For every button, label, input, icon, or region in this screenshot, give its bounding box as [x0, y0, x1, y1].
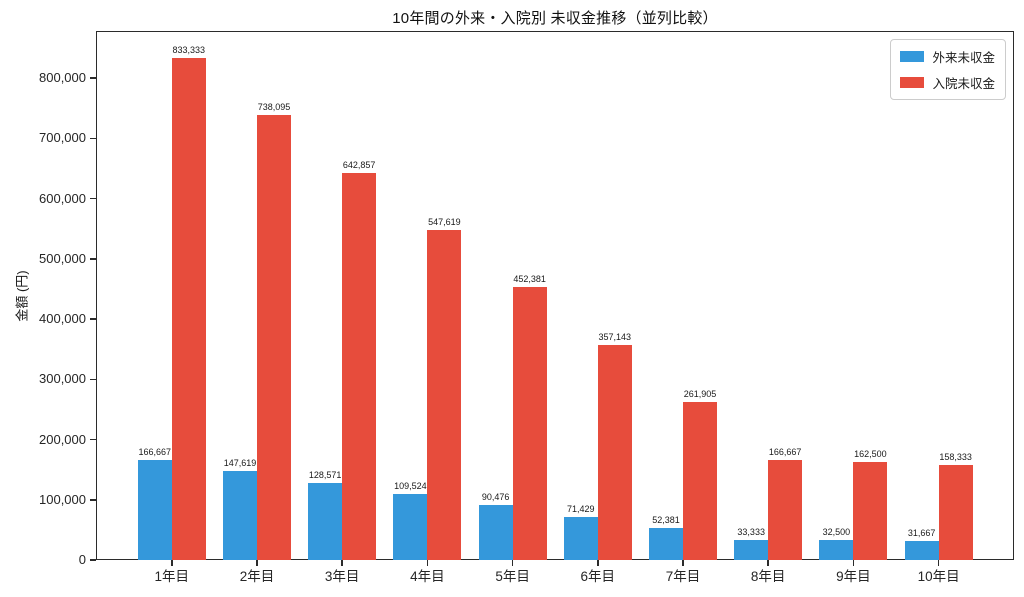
bar-value-label: 642,857 [342, 159, 376, 170]
x-tick-label: 4年目 [410, 569, 445, 584]
bar-value-label: 357,143 [598, 331, 632, 342]
y-tick-label: 0 [78, 552, 86, 567]
bar-inpatient [512, 287, 547, 560]
y-tick-label: 100,000 [39, 491, 86, 507]
x-tick-label: 6年目 [580, 569, 616, 584]
bar-outpatient [478, 505, 513, 560]
bar-inpatient [427, 230, 462, 560]
legend-item-inpatient: 入院未収金 [900, 73, 995, 92]
y-tick-label: 500,000 [39, 250, 86, 266]
x-tick-label: 10年目 [917, 569, 960, 584]
x-tick-mark [426, 560, 429, 566]
legend-swatch-inpatient [900, 77, 925, 88]
bar-outpatient [137, 459, 172, 560]
x-tick-label: 3年目 [324, 569, 360, 584]
y-tick-label: 600,000 [39, 190, 86, 206]
bar-outpatient [223, 471, 257, 560]
bar-outpatient [308, 482, 343, 560]
y-tick-label: 400,000 [39, 311, 86, 326]
x-tick-mark [852, 560, 855, 566]
bar-outpatient [819, 540, 854, 560]
x-tick-label: 9年目 [836, 569, 871, 584]
bar-outpatient [649, 528, 683, 560]
bar-value-label: 833,333 [172, 44, 206, 55]
bar-value-label: 738,095 [257, 102, 291, 113]
bar-inpatient [257, 115, 291, 560]
bar-inpatient [597, 344, 632, 560]
y-tick-mark [90, 77, 96, 79]
bar-value-label: 166,667 [768, 446, 802, 457]
bar-value-label: 261,905 [683, 389, 717, 400]
bar-value-label: 158,333 [939, 451, 972, 462]
bar-value-label: 128,571 [308, 469, 342, 480]
bar-value-label: 90,476 [481, 492, 510, 503]
y-tick-mark [90, 438, 96, 441]
y-tick-mark [90, 378, 96, 380]
x-tick-mark [256, 560, 258, 566]
y-tick-label: 800,000 [39, 70, 86, 85]
x-tick-mark [937, 560, 940, 566]
x-tick-mark [682, 560, 684, 566]
bar-value-label: 52,381 [652, 515, 680, 526]
legend-label-outpatient: 外来未収金 [932, 51, 995, 65]
y-tick-mark [90, 559, 96, 561]
y-tick-mark [90, 137, 96, 139]
y-tick-label: 200,000 [39, 431, 86, 447]
x-tick-mark [767, 560, 769, 566]
bar-value-label: 147,619 [223, 458, 257, 469]
bar-outpatient [563, 516, 598, 560]
bar-value-label: 32,500 [822, 527, 851, 538]
legend-item-outpatient: 外来未収金 [900, 47, 995, 66]
bar-value-label: 162,500 [854, 449, 887, 460]
x-tick-mark [171, 560, 173, 566]
bar-value-label: 452,381 [513, 274, 546, 285]
x-tick-label: 5年目 [495, 569, 530, 584]
y-tick-mark [90, 258, 96, 260]
bar-outpatient [734, 539, 769, 560]
x-tick-label: 7年目 [665, 569, 701, 584]
y-tick-mark [90, 499, 96, 501]
bar-value-label: 166,667 [138, 446, 172, 457]
x-tick-label: 1年目 [154, 569, 190, 584]
x-tick-mark [597, 560, 599, 566]
y-tick-mark [90, 197, 96, 200]
bar-outpatient [904, 540, 939, 560]
bar-inpatient [938, 464, 973, 560]
bar-inpatient [853, 462, 888, 560]
chart-title: 10年間の外来・入院別 未収金推移（並列比較） [392, 10, 718, 27]
bar-outpatient [393, 494, 428, 560]
x-tick-label: 2年目 [239, 569, 275, 584]
bar-value-label: 71,429 [567, 503, 595, 514]
x-tick-mark [511, 560, 514, 566]
bar-value-label: 33,333 [737, 526, 765, 537]
bar-value-label: 109,524 [394, 481, 427, 491]
x-tick-mark [341, 560, 343, 566]
y-tick-mark [90, 318, 96, 320]
y-tick-label: 300,000 [39, 371, 86, 387]
bar-inpatient [171, 57, 206, 560]
bar-inpatient [768, 459, 803, 560]
x-tick-label: 8年目 [750, 569, 786, 584]
legend-swatch-outpatient [900, 51, 925, 62]
legend-label-inpatient: 入院未収金 [932, 77, 995, 91]
legend: 外来未収金 入院未収金 [890, 39, 1006, 100]
bar-value-label: 547,619 [428, 217, 461, 228]
bar-inpatient [683, 402, 717, 560]
y-tick-label: 700,000 [39, 130, 86, 146]
bar-value-label: 31,667 [907, 527, 936, 538]
bar-inpatient [342, 172, 377, 560]
